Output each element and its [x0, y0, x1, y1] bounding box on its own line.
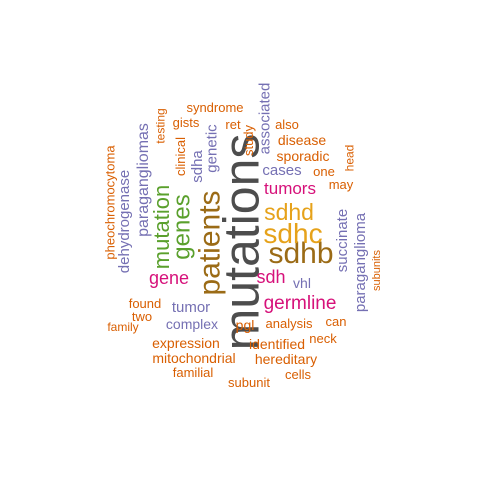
word-family: family [107, 320, 139, 334]
word-one: one [313, 163, 335, 179]
word-succinate: succinate [334, 208, 352, 272]
word-genes: genes [168, 194, 196, 260]
word-mitochondrial: mitochondrial [152, 350, 236, 366]
word-patients: patients [193, 190, 227, 296]
word-cells: cells [284, 366, 311, 382]
word-head: head [341, 144, 356, 172]
word-gists: gists [172, 114, 200, 130]
word-study: study [241, 124, 257, 156]
word-expression: expression [152, 335, 220, 351]
word-subunit: subunit [228, 374, 270, 390]
word-identified: identified [248, 336, 306, 352]
word-sdhb: sdhb [268, 237, 334, 270]
word-testing: testing [153, 108, 168, 144]
word-sdh: sdh [256, 267, 286, 287]
word-sporadic: sporadic [276, 148, 330, 164]
word-pheochromocytoma: pheochromocytoma [102, 144, 118, 260]
word-germline: germline [263, 292, 337, 314]
word-two: two [131, 308, 153, 324]
word-dehydrogenase: dehydrogenase [116, 169, 134, 273]
word-neck: neck [309, 330, 337, 346]
word-can: can [325, 313, 347, 329]
word-genetic: genetic [203, 123, 221, 173]
word-clinical: clinical [173, 136, 189, 176]
word-tumors: tumors [264, 178, 316, 198]
word-familial: familial [172, 364, 214, 380]
word-sdhc: sdhc [263, 218, 323, 249]
word-vhl: vhl [293, 275, 311, 291]
word-subunits: subunits [370, 249, 383, 291]
word-gene: gene [148, 268, 190, 288]
word-sdha: sdha [188, 149, 206, 183]
word-may: may [328, 176, 354, 192]
word-ret: ret [225, 116, 241, 132]
word-sdhd: sdhd [264, 198, 314, 225]
word-pgl: pgl [235, 317, 255, 333]
word-analysis: analysis [265, 315, 313, 331]
word-found: found [128, 295, 162, 311]
word-tumor: tumor [171, 298, 211, 316]
word-cases: cases [262, 161, 302, 179]
word-also: also [275, 116, 299, 132]
word-associated: associated [256, 82, 274, 154]
word-mutation: mutation [148, 184, 174, 270]
word-disease: disease [277, 132, 327, 148]
word-syndrome: syndrome [186, 99, 244, 115]
word-paragangliomas: paragangliomas [134, 123, 152, 237]
word-complex: complex [165, 316, 219, 332]
word-hereditary: hereditary [254, 351, 318, 367]
word-paraganglioma: paraganglioma [352, 212, 370, 312]
